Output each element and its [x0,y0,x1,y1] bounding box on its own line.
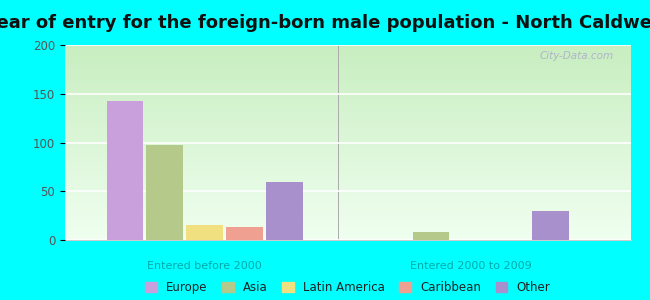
Text: City-Data.com: City-Data.com [540,51,614,61]
Bar [107,100,143,240]
Text: Entered 2000 to 2009: Entered 2000 to 2009 [410,261,532,272]
Bar [413,232,449,240]
Bar [146,146,183,240]
Text: Year of entry for the foreign-born male population - North Caldwell: Year of entry for the foreign-born male … [0,14,650,32]
Bar [266,182,303,240]
Text: Entered before 2000: Entered before 2000 [148,261,262,272]
Bar [226,227,263,240]
Bar [187,225,223,240]
Bar [532,211,569,240]
Legend: Europe, Asia, Latin America, Caribbean, Other: Europe, Asia, Latin America, Caribbean, … [145,281,551,294]
